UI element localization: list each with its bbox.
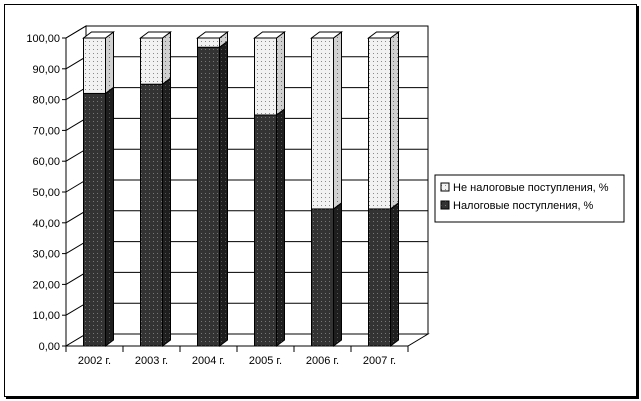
bar-front [254,37,277,116]
bar-top [196,31,229,39]
bar-segment [82,31,115,95]
y-tick-label: 30,00 [32,249,60,261]
bar-side [390,201,399,347]
bar-segment [140,77,171,347]
bar-front [140,83,163,347]
legend-label: Налоговые поступления, % [453,200,594,212]
bar-segment [196,31,229,49]
x-tick-label: 2003 г. [135,355,168,367]
bars [82,31,400,347]
bar-front [83,37,106,94]
bar-segment [311,201,342,347]
bar-segment [310,31,343,210]
y-tick-label: 70,00 [32,125,60,137]
bar-side [105,31,114,95]
y-tick-label: 100,00 [26,33,60,45]
bar-side [333,31,342,210]
bar-top [253,31,286,39]
x-tick-label: 2002 г. [78,355,111,367]
bar-front [311,208,334,347]
bar-top [310,31,343,39]
bar-side [390,31,399,210]
y-tick-label: 60,00 [32,156,60,168]
bar-segment [368,201,399,347]
bar-front [197,37,220,48]
x-tick-label: 2006 г. [306,355,339,367]
bar-segment [254,108,285,347]
bar-top [139,31,172,39]
bar-side [333,201,342,347]
legend: Не налоговые поступления, % Налоговые пос… [434,174,625,223]
bar-front [83,92,106,347]
y-axis-ticks: 0,00 10,00 20,00 30,00 40,00 50,00 60,00 70,00 8… [26,33,67,353]
bar-front [140,37,163,85]
bar-top [367,31,400,39]
legend-box [434,174,625,223]
y-tick-label: 90,00 [32,64,60,76]
bar-segment [83,86,114,347]
bar-side [219,40,228,347]
x-tick-label: 2007 г. [363,355,396,367]
y-tick-label: 40,00 [32,218,60,230]
bar-front [254,114,277,347]
y-tick-label: 10,00 [32,310,60,322]
bar-front [197,46,220,347]
gridline [65,25,428,39]
bar-side [162,77,171,347]
bar-side [276,108,285,347]
y-tick-label: 0,00 [39,341,60,353]
legend-label: Не налоговые поступления, % [453,182,609,194]
bar-side [162,31,171,86]
bar-segment [139,31,172,86]
bar-side [276,31,285,116]
legend-swatch [440,182,450,192]
legend-swatch [440,200,450,210]
x-tick-label: 2005 г. [249,355,282,367]
y-tick-label: 20,00 [32,279,60,291]
y-tick-label: 50,00 [32,187,60,199]
x-tick-label: 2004 г. [192,355,225,367]
bar-segment [197,40,228,347]
bar-segment [253,31,286,116]
x-axis-ticks: 2002 г. 2003 г. 2004 г. 2005 г. 2006 г. 2007 … [65,345,409,367]
bar-top [82,31,115,39]
bar-front [311,37,334,210]
bar-segment [367,31,400,210]
y-tick-label: 80,00 [32,95,60,107]
bar-front [368,37,391,210]
bar-front [368,208,391,347]
bar-side [105,86,114,347]
